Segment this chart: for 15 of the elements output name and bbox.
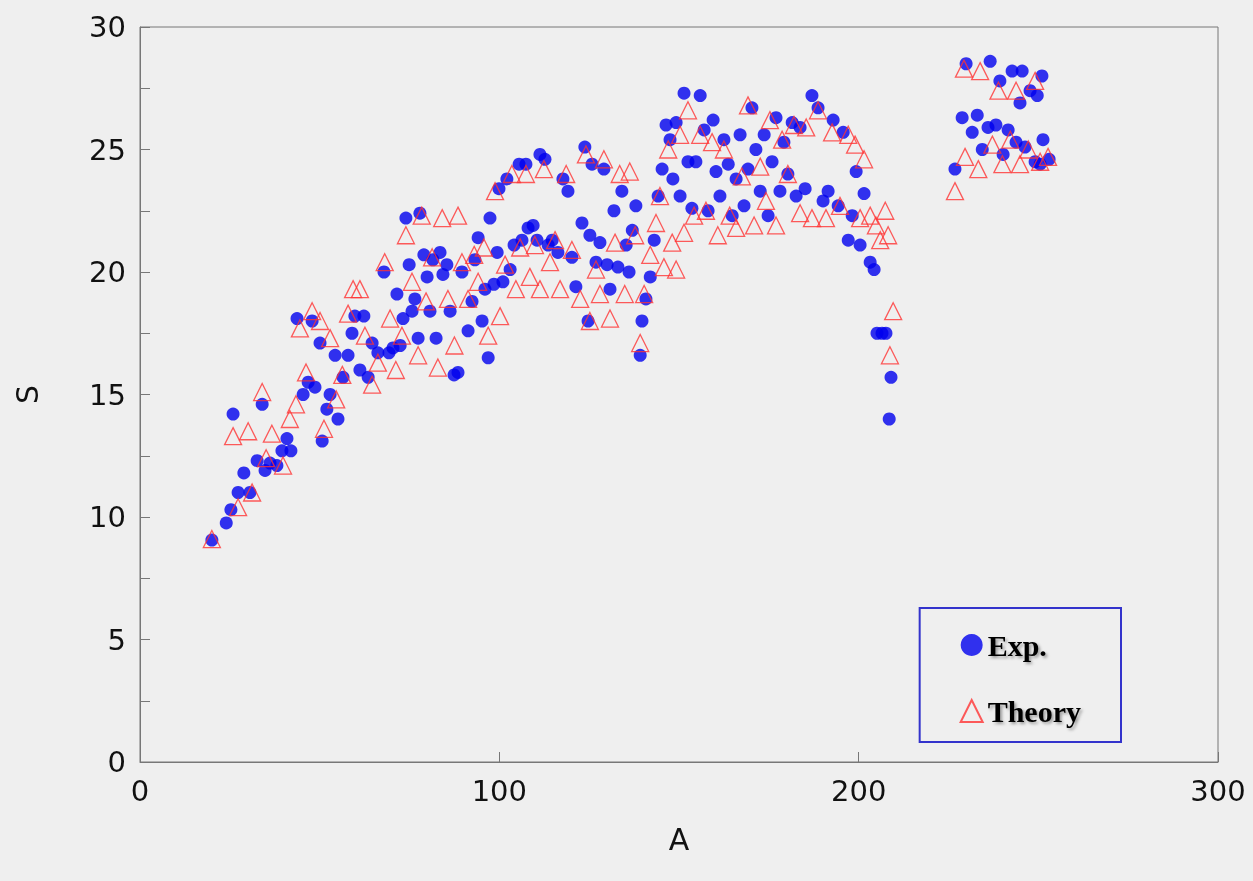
y-tick-label: 20	[89, 255, 126, 289]
x-tick-label: 200	[830, 773, 887, 808]
y-tick-label: 5	[107, 622, 126, 657]
y-tick-label: 15	[89, 377, 126, 412]
y-tick-label: 30	[89, 10, 126, 44]
y-tick-label: 10	[89, 500, 126, 534]
x-tick-label: 0	[130, 773, 150, 808]
x-axis-title: A	[668, 821, 690, 857]
x-tick-label: 300	[1190, 773, 1246, 808]
y-tick-label: 25	[89, 132, 126, 167]
legend-label: Exp.	[987, 628, 1047, 662]
legend-label: Theory	[987, 694, 1081, 728]
y-axis-title: S	[9, 384, 45, 405]
y-tick-label: 0	[107, 745, 126, 779]
x-tick-label: 100	[471, 773, 528, 808]
